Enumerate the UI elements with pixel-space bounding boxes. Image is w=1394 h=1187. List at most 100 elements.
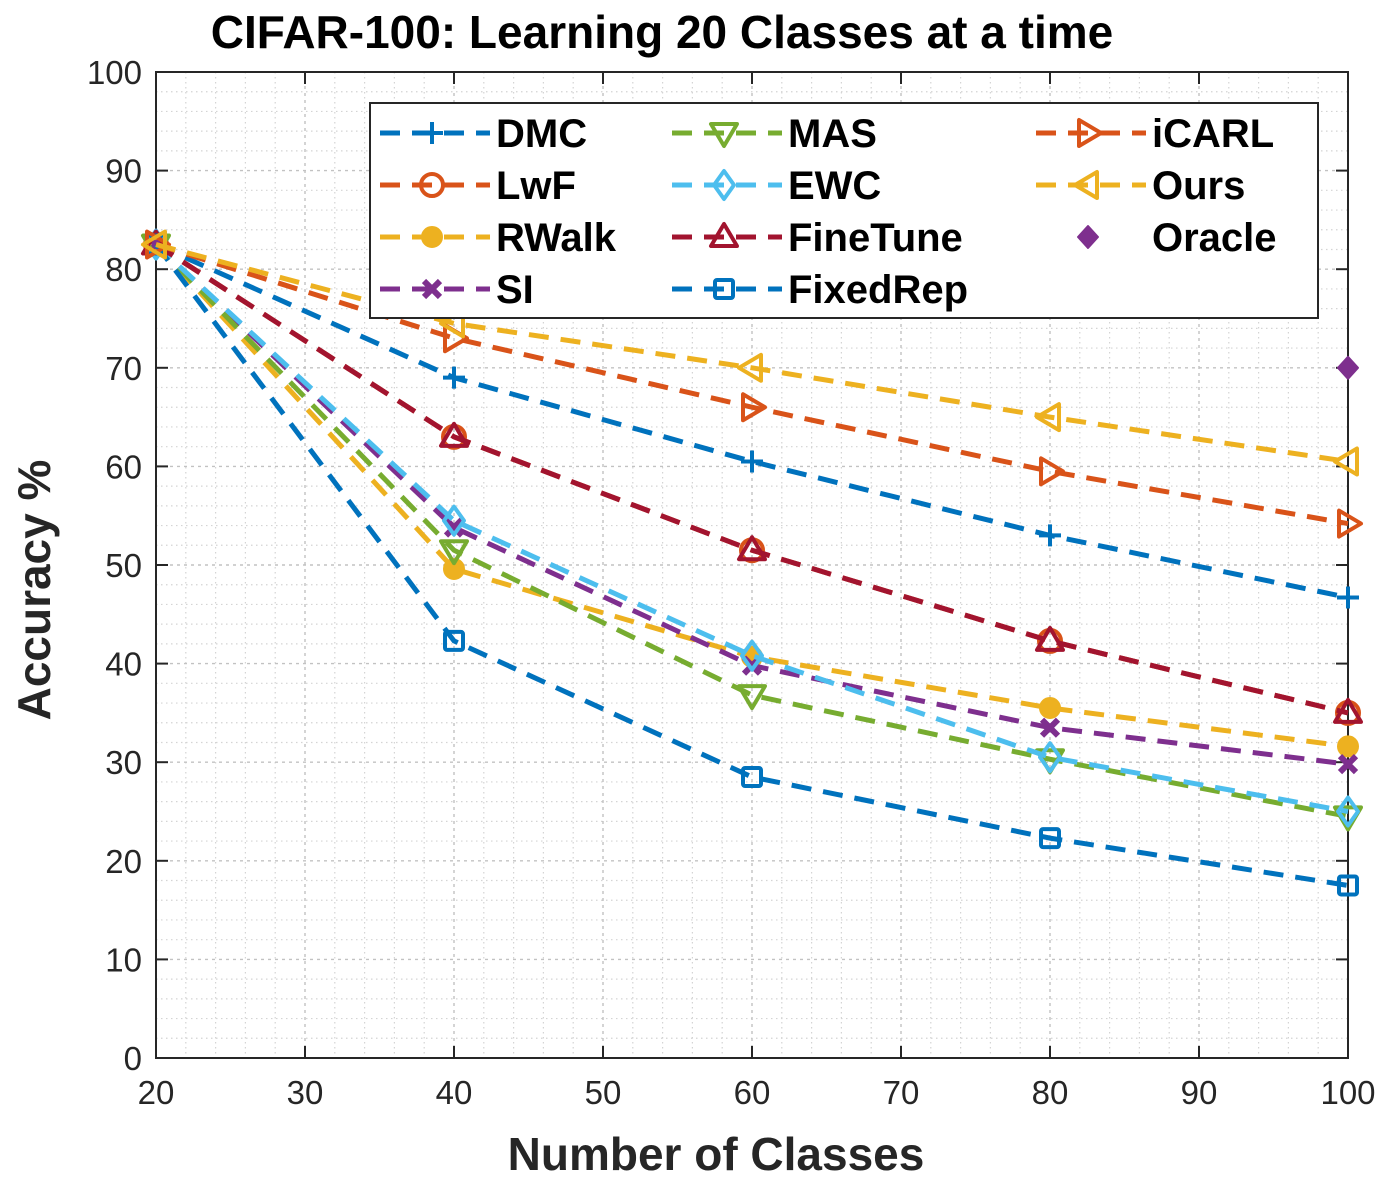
data-point-rwalk [443, 557, 465, 580]
legend-label-si: SI [496, 268, 534, 312]
x-tick-label: 90 [1181, 1074, 1218, 1111]
y-tick-label: 50 [105, 547, 142, 584]
legend-item-si: SI [380, 268, 534, 312]
series-line-fixedrep [154, 243, 1349, 888]
legend-marker-dmc [421, 122, 443, 144]
legend-item-rwalk: RWalk [380, 216, 617, 260]
data-point-mas [439, 539, 469, 566]
series-fixedrep [145, 233, 1359, 897]
y-axis-label: Accuracy % [8, 460, 60, 721]
y-tick-label: 70 [105, 350, 142, 387]
data-point-si [443, 517, 465, 538]
y-tick-label: 40 [105, 646, 142, 683]
data-point-oracle [1337, 355, 1359, 380]
legend-label-finetune: FineTune [788, 216, 963, 260]
x-tick-label: 50 [585, 1074, 622, 1111]
legend-marker-lwf [419, 172, 445, 198]
data-point-mas [737, 684, 767, 711]
y-tick-label: 10 [105, 941, 142, 978]
data-point-finetune [737, 535, 767, 562]
series-layer [141, 228, 1363, 897]
legend-item-fixedrep: FixedRep [672, 268, 968, 312]
legend-label-dmc: DMC [496, 112, 587, 156]
legend-marker-icarl [1077, 118, 1103, 148]
data-point-si [1039, 717, 1061, 738]
data-point-ours [141, 229, 167, 260]
data-point-ewc [740, 639, 764, 672]
data-point-fixedrep [1337, 874, 1359, 897]
data-point-finetune [1035, 625, 1065, 652]
data-point-ours [1035, 402, 1061, 433]
legend-label-ours: Ours [1152, 164, 1245, 208]
legend-marker-si [421, 278, 443, 300]
legend-label-fixedrep: FixedRep [788, 268, 968, 312]
series-line-ours [155, 242, 1349, 464]
series-line-mas [154, 242, 1349, 819]
legend-item-mas: MAS [672, 112, 877, 156]
y-tick-label: 100 [87, 54, 142, 91]
x-axis-label: Number of Classes [508, 1128, 925, 1180]
data-point-fixedrep [741, 765, 763, 788]
legend-label-lwf: LwF [496, 164, 576, 208]
data-point-dmc [1039, 524, 1061, 547]
legend-item-icarl: iCARL [1036, 112, 1274, 156]
legend-label-oracle: Oracle [1152, 216, 1277, 260]
x-tick-label: 20 [138, 1074, 175, 1111]
x-tick-label: 80 [1032, 1074, 1069, 1111]
data-point-finetune [439, 421, 469, 448]
x-tick-label: 30 [287, 1074, 324, 1111]
data-point-fixedrep [443, 629, 465, 652]
x-tick-label: 60 [734, 1074, 771, 1111]
legend-item-lwf: LwF [380, 164, 576, 208]
legend-label-icarl: iCARL [1152, 112, 1274, 156]
legend-label-mas: MAS [788, 112, 877, 156]
legend-marker-mas [709, 122, 739, 148]
legend-label-rwalk: RWalk [496, 216, 617, 260]
legend-item-dmc: DMC [380, 112, 587, 156]
chart-title: CIFAR-100: Learning 20 Classes at a time [211, 6, 1113, 58]
legend: DMC LwF RWalk SI MAS EWC FineTune FixedRep iCARL… [369, 102, 1319, 319]
ticks-layer: 20 30 40 50 60 70 80 90 100 0 10 20 30 40 50 60 70 80 90 10… [87, 54, 1376, 1111]
data-point-rwalk [1337, 735, 1359, 758]
data-point-ours [737, 352, 763, 383]
data-point-icarl [1337, 508, 1363, 539]
series-line-icarl [155, 242, 1349, 527]
data-point-fixedrep [1039, 827, 1061, 850]
legend-marker-ours [1073, 170, 1099, 200]
data-point-dmc [443, 366, 465, 389]
legend-marker-rwalk [421, 226, 443, 248]
data-point-icarl [145, 229, 171, 260]
data-point-ewc [1038, 741, 1062, 774]
legend-item-ewc: EWC [672, 164, 881, 208]
legend-marker-fixedrep [713, 278, 735, 300]
legend-marker-oracle [1077, 225, 1099, 249]
series-line-finetune [154, 242, 1349, 716]
data-point-dmc [1337, 586, 1359, 609]
legend-marker-finetune [709, 222, 739, 248]
y-tick-label: 60 [105, 448, 142, 485]
data-point-ewc [442, 504, 466, 537]
data-point-rwalk [1039, 696, 1061, 719]
data-point-ewc [1336, 795, 1360, 828]
data-point-icarl [1039, 456, 1065, 487]
y-tick-label: 30 [105, 744, 142, 781]
legend-item-oracle: Oracle [1077, 216, 1277, 260]
x-tick-label: 100 [1320, 1074, 1375, 1111]
x-tick-label: 70 [883, 1074, 920, 1111]
x-tick-label: 40 [436, 1074, 473, 1111]
legend-item-ours: Ours [1036, 164, 1245, 208]
series-line-ewc [154, 242, 1349, 814]
legend-item-finetune: FineTune [672, 216, 963, 260]
data-point-ours [1333, 446, 1359, 477]
y-tick-label: 90 [105, 153, 142, 190]
y-tick-label: 20 [105, 843, 142, 880]
data-point-finetune [1333, 697, 1363, 724]
data-point-icarl [741, 392, 767, 423]
y-tick-label: 80 [105, 251, 142, 288]
series-oracle [1337, 355, 1359, 380]
legend-marker-ewc [712, 169, 736, 201]
legend-box [369, 102, 1319, 319]
y-tick-label: 0 [124, 1040, 142, 1077]
